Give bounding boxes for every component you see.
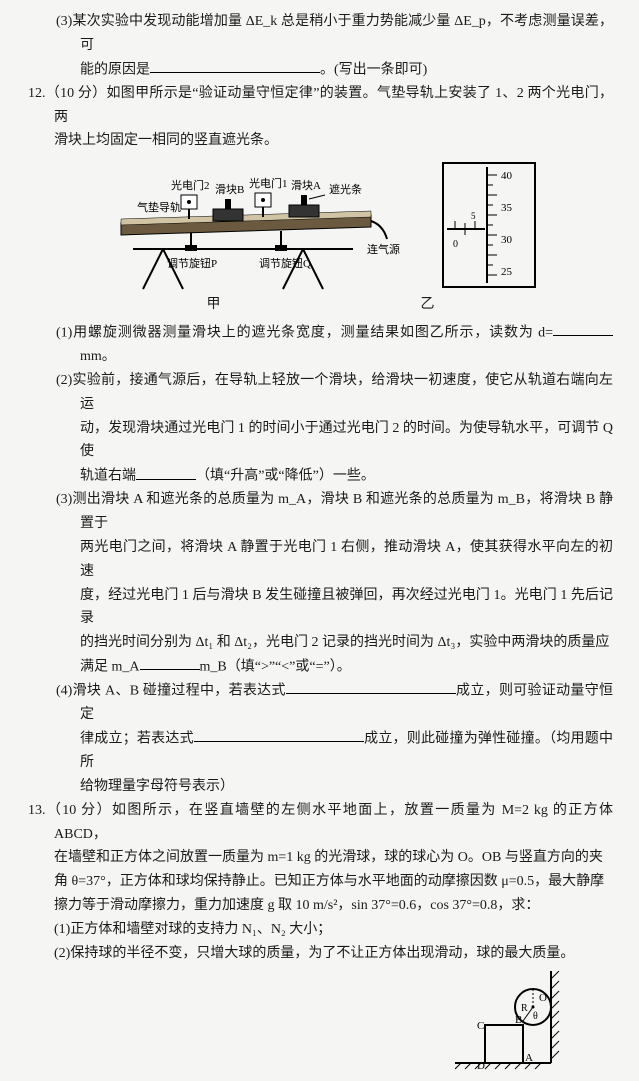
lbl-D: D [477, 1060, 485, 1071]
label-sliderB: 滑块B [215, 183, 244, 196]
q13-l4: 擦力等于滑动摩擦力，重力加速度 g 取 10 m/s²，sin 37°=0.6，… [28, 894, 613, 918]
q12-head: 12.（10 分）如图甲所示是“验证动量守恒定律”的装置。气垫导轨上安装了 1、… [28, 82, 613, 130]
q12-4c: 给物理量字母符号表示） [28, 775, 613, 799]
figure-row: 气垫导轨 光电门2 滑块B 光电门1 滑块A 遮光条 调节旋钮P 调节旋钮Q 连… [28, 159, 613, 291]
q12-4a: (4)滑块 A、B 碰撞过程中，若表达式成立，则可验证动量守恒定 [28, 679, 613, 727]
q12-2c: 轨道右端 （填“升高”或“降低”）一些。 [28, 464, 613, 488]
q12-2c-blank[interactable] [136, 464, 196, 479]
label-knobP: 调节旋钮P [167, 256, 217, 270]
scale-25: 25 [501, 266, 513, 278]
q13-l3: 角 θ=37°，正方体和球均保持静止。已知正方体与水平地面的动摩擦因数 μ=0.… [28, 870, 613, 894]
scale-zero: 0 [453, 239, 458, 250]
caption-b: 乙 [421, 293, 435, 317]
figure-captions: 甲 乙 [28, 293, 613, 317]
label-sliderA: 滑块A [291, 179, 321, 192]
q13-l2: 在墙壁和正方体之间放置一质量为 m=1 kg 的光滑球，球的球心为 O。OB 与… [28, 846, 613, 870]
scale-35: 35 [501, 202, 513, 214]
q11-3-line2-wrap: 能的原因是 。(写出一条即可) [28, 58, 613, 82]
q13-s2: (2)保持球的半径不变，只增大球的质量，为了不让正方体出现滑动，球的最大质量。 [28, 942, 613, 966]
q13-l1: 13.（10 分）如图所示，在竖直墙壁的左侧水平地面上，放置一质量为 M=2 k… [28, 799, 613, 847]
q12-3a: (3)测出滑块 A 和遮光条的总质量为 m_A，滑块 B 和遮光条的总质量为 m… [28, 488, 613, 536]
q12-4b: 律成立；若表达式成立，则此碰撞为弹性碰撞。（均用题中所 [28, 727, 613, 775]
q12-1-tail: mm。 [80, 349, 116, 364]
q12-3c: 度，经过光电门 1 后与滑块 B 发生碰撞且被弹回，再次经过光电门 1。光电门 … [28, 584, 613, 632]
q12-4a-blank[interactable] [286, 679, 456, 694]
q13-figure-wrap: C B D A O R θ [28, 971, 613, 1071]
label-gate1: 光电门1 [249, 176, 288, 190]
scale-five: 5 [471, 211, 476, 221]
scale-30: 30 [501, 234, 513, 246]
q12-3e-pre: 满足 m_A [80, 659, 140, 674]
q12-2c-tail: （填“升高”或“降低”）一些。 [196, 469, 375, 484]
label-gate2: 光电门2 [171, 178, 210, 192]
label-knobQ: 调节旋钮Q [259, 256, 311, 270]
q11-3-tail: 。(写出一条即可) [320, 62, 427, 77]
lbl-B: B [515, 1014, 522, 1026]
q12-4b-pre: 律成立；若表达式 [80, 731, 194, 746]
q12-2c-pre: 轨道右端 [80, 469, 136, 484]
q13-s1: (1)正方体和墙壁对球的支持力 N₁、N₂ 大小； [28, 918, 613, 942]
q12-1-blank[interactable] [553, 321, 613, 336]
lbl-A: A [525, 1052, 533, 1064]
q12-3e: 满足 m_A m_B（填“>”“<”或“=”）。 [28, 655, 613, 679]
micrometer-diagram: 0 5 40 35 30 25 [439, 159, 539, 291]
q12-head2: 滑块上均固定一相同的竖直遮光条。 [28, 129, 613, 153]
scale-40: 40 [501, 170, 513, 182]
lbl-theta: θ [533, 1011, 538, 1022]
q12-3b: 两光电门之间，将滑块 A 静置于光电门 1 右侧，推动滑块 A，使其获得水平向左… [28, 536, 613, 584]
lbl-C: C [477, 1020, 484, 1032]
q11-3-blank[interactable] [150, 58, 320, 73]
q12-3e-blank[interactable] [140, 655, 200, 670]
q12-3d: 的挡光时间分别为 Δt₁ 和 Δt₂，光电门 2 记录的挡光时间为 Δt₃，实验… [28, 631, 613, 655]
caption-a: 甲 [207, 293, 221, 317]
label-shade: 遮光条 [329, 182, 362, 196]
q12-4b-blank[interactable] [194, 727, 364, 742]
lbl-O: O [539, 992, 547, 1004]
q12-2a: (2)实验前，接通气源后，在导轨上轻放一个滑块，给滑块一初速度，使它从轨道右端向… [28, 369, 613, 417]
label-rail: 气垫导轨 [137, 200, 181, 214]
q12-4a-pre: (4)滑块 A、B 碰撞过程中，若表达式 [56, 683, 286, 698]
label-air: 连气源 [367, 242, 400, 256]
q13-figure: C B D A O R θ [455, 971, 565, 1071]
q12-3e-mid: m_B（填“>”“<”或“=”）。 [200, 659, 351, 674]
apparatus-diagram: 气垫导轨 光电门2 滑块B 光电门1 滑块A 遮光条 调节旋钮P 调节旋钮Q 连… [103, 161, 403, 291]
lbl-R: R [521, 1003, 528, 1014]
q11-3-line1: (3)某次实验中发现动能增加量 ΔE_k 总是稍小于重力势能减少量 ΔE_p，不… [28, 10, 613, 58]
q11-3-line2: 能的原因是 [80, 62, 150, 77]
q12-1-text: (1)用螺旋测微器测量滑块上的遮光条宽度，测量结果如图乙所示，读数为 d= [56, 325, 553, 340]
q12-2b: 动，发现滑块通过光电门 1 的时间小于通过光电门 2 的时间。为使导轨水平，可调… [28, 417, 613, 465]
q12-1: (1)用螺旋测微器测量滑块上的遮光条宽度，测量结果如图乙所示，读数为 d= mm。 [28, 321, 613, 369]
